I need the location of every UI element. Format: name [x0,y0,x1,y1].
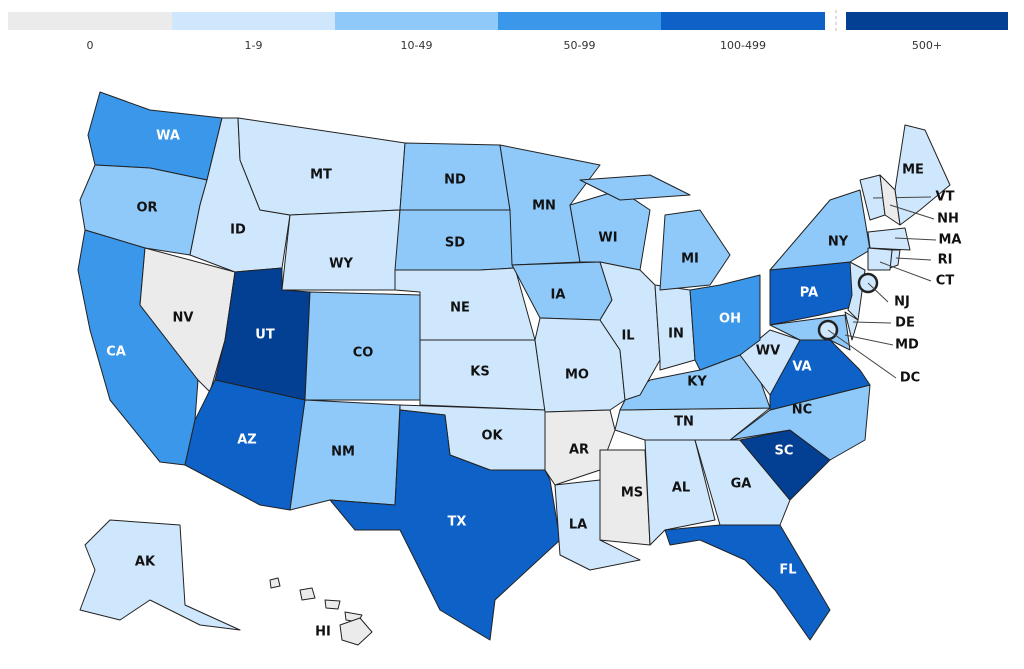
legend-label: 100-499 [720,39,766,52]
state-shape [237,117,406,216]
state-label: SC [775,444,794,459]
state-label: MI [681,252,699,267]
leader-line [894,237,937,241]
state-label: AR [569,443,589,458]
state-shape [769,189,871,271]
state-label: RI [938,253,953,268]
state-label: FL [779,563,796,578]
state-label: VA [792,360,811,375]
legend-swatch [172,12,335,30]
state-label: WY [329,257,353,272]
state-label: AZ [237,433,257,448]
legend-label: 0 [87,39,94,52]
state-label: TX [448,515,467,530]
state-shape [579,174,691,201]
state-label: MT [310,168,332,183]
state-label: MN [532,199,556,214]
state-label: MA [939,233,962,248]
state-label: OK [481,429,503,444]
state-label: IL [621,329,634,344]
leader-line [867,282,889,303]
state-shape [867,247,893,271]
state-label: ID [230,223,246,238]
state-label: NJ [894,295,910,310]
leader-line [895,257,932,261]
state-label: MO [565,368,589,383]
state-label: UT [255,328,275,343]
state-shape [339,617,373,646]
state-label: NY [828,235,849,250]
state-label: ME [902,163,924,178]
state-label: CO [353,346,374,361]
state-label: OH [719,312,741,327]
state-shape [324,599,341,610]
state-label: GA [731,477,752,492]
state-label: PA [800,286,818,301]
state-label: OR [136,201,157,216]
legend-label: 1-9 [245,39,263,52]
state-label: KY [687,375,707,390]
legend-label: 10-49 [401,39,433,52]
state-label: NC [792,403,812,418]
legend-swatch [335,12,498,30]
legend-label: 50-99 [564,39,596,52]
state-shape [79,519,241,631]
legend-swatch [498,12,661,30]
state-label: IA [551,288,566,303]
state-label: NV [173,311,194,326]
state-label: KS [470,365,489,380]
legend-swatch [661,12,825,30]
state-label: WI [598,231,617,246]
state-label: CT [936,274,955,289]
leader-line [879,261,932,282]
state-label: NE [450,301,470,316]
state-label: AL [672,481,690,496]
state-label: DC [900,371,920,386]
state-shape [599,261,661,401]
state-label: TN [674,415,694,430]
state-shape [654,284,696,371]
leader-line [827,329,897,379]
state-shape [867,227,911,251]
leader-line [889,204,935,220]
state-shape [689,274,761,371]
state-shape [299,587,316,601]
state-label: CA [106,345,126,360]
state-label: LA [569,518,587,533]
leader-line [844,334,894,346]
state-label: VT [936,190,955,205]
state-shape [329,409,561,641]
state-shape [844,311,859,341]
leader-line [852,321,892,324]
legend-swatch [846,12,1008,30]
state-label: MS [621,486,643,501]
state-shape [664,524,831,641]
state-shape [659,209,731,291]
state-label: NM [331,445,355,460]
state-shape [281,209,401,291]
state-label: ND [444,173,466,188]
state-shape [879,174,901,226]
state-label: WV [756,344,780,359]
state-label: AK [135,555,156,570]
state-label: IN [668,327,684,342]
legend-label: 500+ [912,39,942,52]
state-label: MD [895,338,919,353]
state-label: SD [445,236,465,251]
state-label: DE [895,316,915,331]
state-label: NH [937,212,959,227]
state-label: HI [315,625,331,640]
legend-swatch [8,12,172,30]
state-shape [614,407,771,441]
state-shape [269,577,281,589]
state-label: WA [156,129,180,144]
